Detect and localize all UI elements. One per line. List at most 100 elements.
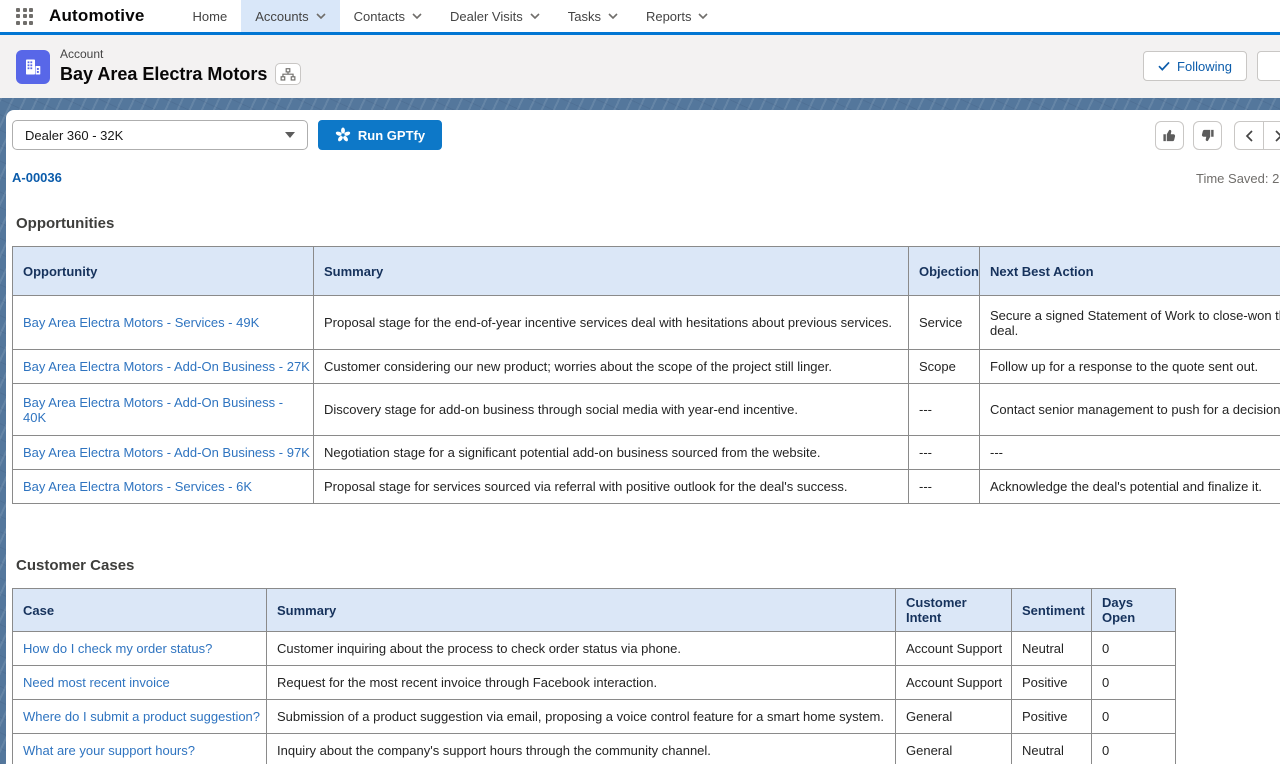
chevron-left-icon xyxy=(1245,129,1253,142)
intent-cell: Account Support xyxy=(895,665,1012,700)
prompt-select[interactable]: Dealer 360 - 32K xyxy=(12,120,308,150)
table-row: Bay Area Electra Motors - Services - 6K … xyxy=(12,469,1280,504)
objection-cell: --- xyxy=(908,469,980,504)
opportunity-link[interactable]: Bay Area Electra Motors - Services - 6K xyxy=(23,479,253,494)
app-launcher-icon[interactable] xyxy=(16,7,33,25)
sentiment-cell: Positive xyxy=(1011,699,1092,734)
column-header-days-open: Days Open xyxy=(1091,588,1176,632)
select-arrow-icon xyxy=(285,132,295,138)
column-header-summary: Summary xyxy=(313,246,909,296)
customer-cases-table: Case Summary Customer Intent Sentiment D… xyxy=(12,588,1176,764)
chevron-down-icon[interactable] xyxy=(698,13,709,19)
next-best-action-cell: Secure a signed Statement of Work to clo… xyxy=(979,295,1280,350)
intent-cell: General xyxy=(895,733,1012,764)
time-saved-text: Time Saved: 253 sec xyxy=(1196,171,1280,186)
tab-label: Dealer Visits xyxy=(449,8,523,24)
customer-cases-heading: Customer Cases xyxy=(16,557,135,574)
case-link[interactable]: What are your support hours? xyxy=(23,743,195,758)
summary-cell: Proposal stage for services sourced via … xyxy=(313,469,909,504)
thumbs-down-button[interactable] xyxy=(1193,121,1222,150)
chevron-down-icon[interactable] xyxy=(608,13,618,19)
tab-label: Home xyxy=(192,8,228,24)
column-header-case: Case xyxy=(12,588,267,632)
opportunity-link[interactable]: Bay Area Electra Motors - Add-On Busines… xyxy=(23,445,310,460)
sentiment-cell: Positive xyxy=(1011,665,1092,700)
column-header-customer-intent: Customer Intent xyxy=(895,588,1012,632)
opportunities-heading: Opportunities xyxy=(16,215,115,232)
chevron-right-icon xyxy=(1275,129,1280,142)
table-row: Need most recent invoice Request for the… xyxy=(12,665,1176,700)
check-icon xyxy=(1158,61,1170,71)
prompt-select-value: Dealer 360 - 32K xyxy=(25,127,124,143)
following-button[interactable]: Following xyxy=(1143,51,1247,81)
case-link[interactable]: How do I check my order status? xyxy=(23,641,213,656)
objection-cell: --- xyxy=(908,383,980,436)
summary-cell: Proposal stage for the end-of-year incen… xyxy=(313,295,909,350)
edit-button[interactable]: Edit xyxy=(1257,51,1280,81)
column-header-summary: Summary xyxy=(266,588,896,632)
account-entity-icon xyxy=(16,50,50,84)
tab-label: Accounts xyxy=(255,8,309,24)
chevron-down-icon[interactable] xyxy=(412,13,422,19)
case-link[interactable]: Where do I submit a product suggestion? xyxy=(23,709,261,724)
intent-cell: General xyxy=(895,699,1012,734)
objection-cell: --- xyxy=(908,435,980,470)
previous-result-button[interactable] xyxy=(1234,121,1264,150)
hierarchy-icon xyxy=(280,67,296,81)
column-header-sentiment: Sentiment xyxy=(1011,588,1092,632)
chevron-down-icon[interactable] xyxy=(530,13,540,19)
summary-cell: Negotiation stage for a significant pote… xyxy=(313,435,909,470)
column-header-next-best-action: Next Best Action xyxy=(979,246,1280,296)
days-open-cell: 0 xyxy=(1091,699,1176,734)
page-title: Bay Area Electra Motors xyxy=(60,63,268,84)
opportunity-link[interactable]: Bay Area Electra Motors - Services - 49K xyxy=(23,315,260,330)
summary-cell: Request for the most recent invoice thro… xyxy=(266,665,896,700)
following-label: Following xyxy=(1177,58,1232,74)
tab-label: Tasks xyxy=(567,8,601,24)
opportunities-table: Opportunity Summary Objection Next Best … xyxy=(12,246,1280,504)
next-result-button[interactable] xyxy=(1264,121,1280,150)
tab-tasks[interactable]: Tasks xyxy=(554,0,632,32)
thumbs-down-icon xyxy=(1201,129,1214,142)
record-header: Account Bay Area Electra Motors xyxy=(0,35,1280,98)
summary-cell: Customer inquiring about the process to … xyxy=(266,631,896,666)
tab-reports[interactable]: Reports xyxy=(632,0,723,32)
view-hierarchy-button[interactable] xyxy=(275,63,302,85)
sentiment-cell: Neutral xyxy=(1011,631,1092,666)
days-open-cell: 0 xyxy=(1091,733,1176,764)
opportunity-link[interactable]: Bay Area Electra Motors - Add-On Busines… xyxy=(23,359,310,374)
run-gptfy-label: Run GPTfy xyxy=(357,127,426,143)
next-best-action-cell: Contact senior management to push for a … xyxy=(979,383,1280,436)
sentiment-cell: Neutral xyxy=(1011,733,1092,764)
gptfy-pinwheel-icon xyxy=(335,127,351,142)
table-row: What are your support hours? Inquiry abo… xyxy=(12,733,1176,764)
next-best-action-cell: Follow up for a response to the quote se… xyxy=(979,349,1280,384)
run-gptfy-button[interactable]: Run GPTfy xyxy=(318,120,442,150)
column-header-objection: Objection xyxy=(908,246,980,296)
table-header-row: Opportunity Summary Objection Next Best … xyxy=(12,246,1280,296)
tab-home[interactable]: Home xyxy=(179,0,242,32)
objection-cell: Service xyxy=(908,295,980,350)
intent-cell: Account Support xyxy=(895,631,1012,666)
result-pager xyxy=(1234,121,1280,150)
gptfy-result-card: Dealer 360 - 32K Run GPTfy xyxy=(6,110,1280,764)
next-best-action-cell: Acknowledge the deal's potential and fin… xyxy=(979,469,1280,504)
summary-cell: Submission of a product suggestion via e… xyxy=(266,699,896,734)
summary-cell: Discovery stage for add-on business thro… xyxy=(313,383,909,436)
summary-cell: Inquiry about the company's support hour… xyxy=(266,733,896,764)
result-record-link[interactable]: A-00036 xyxy=(12,170,62,185)
page-background: Dealer 360 - 32K Run GPTfy xyxy=(0,98,1280,764)
opportunity-link[interactable]: Bay Area Electra Motors - Add-On Busines… xyxy=(23,394,284,425)
chevron-down-icon[interactable] xyxy=(316,13,326,19)
case-link[interactable]: Need most recent invoice xyxy=(23,675,170,690)
tab-dealer-visits[interactable]: Dealer Visits xyxy=(436,0,554,32)
thumbs-up-button[interactable] xyxy=(1155,121,1184,150)
entity-label: Account xyxy=(60,47,104,61)
tab-contacts[interactable]: Contacts xyxy=(340,0,436,32)
next-best-action-cell: --- xyxy=(979,435,1280,470)
table-row: Bay Area Electra Motors - Services - 49K… xyxy=(12,295,1280,350)
table-row: How do I check my order status? Customer… xyxy=(12,631,1176,666)
table-header-row: Case Summary Customer Intent Sentiment D… xyxy=(12,588,1176,632)
column-header-opportunity: Opportunity xyxy=(12,246,314,296)
tab-accounts[interactable]: Accounts xyxy=(241,0,340,32)
